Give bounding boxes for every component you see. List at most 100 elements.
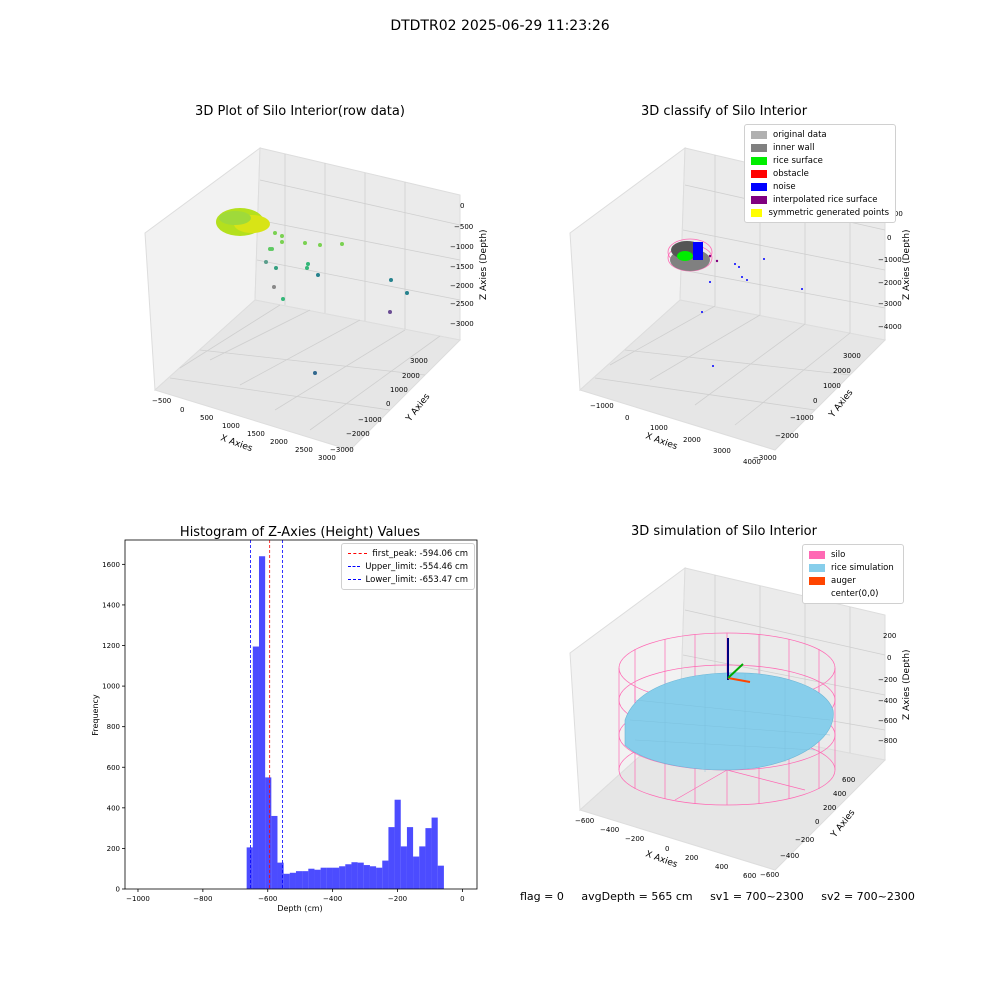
panel2-title: 3D classify of Silo Interior xyxy=(640,104,808,119)
svg-text:−2000: −2000 xyxy=(878,279,902,287)
svg-text:0: 0 xyxy=(887,234,891,242)
svg-text:2000: 2000 xyxy=(270,438,288,446)
svg-text:−3000: −3000 xyxy=(878,300,902,308)
histogram-bar xyxy=(382,860,389,889)
histogram-bar xyxy=(425,828,432,889)
panel4-legend-label: silo xyxy=(831,549,846,560)
panel4-legend-swatch xyxy=(809,576,825,585)
svg-text:−1000: −1000 xyxy=(590,402,614,410)
histogram-ytick-label: 400 xyxy=(107,804,120,812)
panel2-points xyxy=(667,238,803,367)
panel2-legend-swatch xyxy=(751,169,767,178)
histogram-bar xyxy=(413,856,420,889)
histogram-xtick-label: −1000 xyxy=(126,895,150,903)
panel1-3d-axes: 0 −500 −1000 −1500 −2000 −2500 −3000 −500 0 50… xyxy=(144,146,489,462)
panel2-legend-item: symmetric generated points xyxy=(751,206,889,219)
svg-text:−1000: −1000 xyxy=(358,416,382,424)
panel2-legend-label: interpolated rice surface xyxy=(773,194,878,205)
histogram-xtick-label: 0 xyxy=(460,895,464,903)
svg-text:500: 500 xyxy=(200,414,213,422)
panel2-legend-item: interpolated rice surface xyxy=(751,193,889,206)
panel2-3d-axes: 1000 0 −1000 −2000 −3000 −4000 −1000 0 1000 20… xyxy=(569,146,910,466)
panel4-legend-swatch xyxy=(809,563,825,572)
svg-text:−2000: −2000 xyxy=(450,282,474,290)
histogram-xtick-label: −600 xyxy=(258,895,277,903)
sv2-text: sv2 = 700~2300 xyxy=(821,890,915,903)
status-footer: flag = 0 avgDepth = 565 cm sv1 = 700~230… xyxy=(520,890,929,903)
histogram-bar xyxy=(369,866,377,889)
histogram-bar xyxy=(289,872,296,889)
histogram-bar xyxy=(376,867,383,889)
svg-text:3000: 3000 xyxy=(713,447,731,455)
panel2-legend-label: symmetric generated points xyxy=(768,207,889,218)
panel2-legend-label: inner wall xyxy=(773,142,815,153)
histogram-title: Histogram of Z-Axies (Height) Values xyxy=(180,525,420,540)
panel2-zlabel: Z Axies (Depth) xyxy=(902,229,910,300)
svg-text:−1000: −1000 xyxy=(790,414,814,422)
svg-text:400: 400 xyxy=(833,790,846,798)
svg-text:−400: −400 xyxy=(780,852,799,860)
panel1-zlabel: Z Axies (Depth) xyxy=(479,229,489,300)
svg-text:−600: −600 xyxy=(878,717,897,725)
histogram-bar xyxy=(295,871,303,889)
histogram-legend-label: Lower_limit: -653.47 cm xyxy=(365,574,468,585)
histogram-ytick-label: 200 xyxy=(107,845,120,853)
histogram-bar xyxy=(332,867,340,889)
panel2-legend-label: original data xyxy=(773,129,827,140)
histogram-bar xyxy=(252,646,259,889)
panel2-legend-label: obstacle xyxy=(773,168,809,179)
histogram-legend-label: Upper_limit: -554.46 cm xyxy=(365,561,468,572)
svg-text:−3000: −3000 xyxy=(330,446,354,454)
svg-text:0: 0 xyxy=(887,654,891,662)
svg-text:−2500: −2500 xyxy=(450,300,474,308)
histogram-bar xyxy=(277,862,284,889)
histogram-bar xyxy=(320,867,327,889)
histogram-bar xyxy=(394,799,401,889)
histogram-legend-item: Lower_limit: -653.47 cm xyxy=(348,573,468,586)
histogram-ytick-label: 800 xyxy=(107,723,120,731)
svg-text:200: 200 xyxy=(823,804,836,812)
panel4-title: 3D simulation of Silo Interior xyxy=(631,524,817,539)
panel2-legend-item: obstacle xyxy=(751,167,889,180)
panel2-legend: original data inner wall rice surface obsta… xyxy=(744,124,896,223)
histogram-legend-swatch xyxy=(348,553,368,554)
panel2-legend-swatch xyxy=(751,208,763,217)
histogram-bar xyxy=(339,866,346,889)
histogram-chart: Histogram of Z-Axies (Height) Values Dep… xyxy=(91,525,478,913)
panel4-legend-label: rice simulation xyxy=(831,562,894,573)
panel2-legend-label: rice surface xyxy=(773,155,823,166)
histogram-bar xyxy=(357,862,364,889)
svg-text:4000: 4000 xyxy=(743,458,761,466)
svg-text:−1500: −1500 xyxy=(450,263,474,271)
svg-text:0: 0 xyxy=(813,397,817,405)
histogram-xtick-label: −200 xyxy=(388,895,407,903)
panel4-legend-item: center(0,0) xyxy=(809,587,897,600)
svg-text:−2000: −2000 xyxy=(346,430,370,438)
panel2-legend-item: original data xyxy=(751,128,889,141)
svg-text:400: 400 xyxy=(715,863,728,871)
panel4-zlabel: Z Axies (Depth) xyxy=(902,649,910,720)
svg-text:1000: 1000 xyxy=(390,386,408,394)
panel4-legend-label: center(0,0) xyxy=(831,588,879,599)
histogram-legend-label: first_peak: -594.06 cm xyxy=(372,548,468,559)
histogram-bar xyxy=(265,777,272,889)
panel4-legend-swatch xyxy=(809,550,825,559)
histogram-bar xyxy=(302,871,309,889)
svg-text:−3000: −3000 xyxy=(450,320,474,328)
histogram-legend-item: Upper_limit: -554.46 cm xyxy=(348,560,468,573)
svg-text:1000: 1000 xyxy=(222,422,240,430)
flag-text: flag = 0 xyxy=(520,890,564,903)
svg-text:−400: −400 xyxy=(600,826,619,834)
svg-text:−200: −200 xyxy=(625,835,644,843)
panel1-ylabel: Y Axies xyxy=(404,392,433,425)
histogram-bar xyxy=(308,868,315,889)
histogram-bar xyxy=(437,865,444,889)
histogram-bar xyxy=(419,846,426,889)
histogram-bar xyxy=(388,827,395,889)
svg-text:−1000: −1000 xyxy=(450,243,474,251)
svg-text:−3000: −3000 xyxy=(753,454,777,462)
histogram-bar xyxy=(351,862,358,889)
histogram-bar xyxy=(431,817,438,889)
panel4-3d-axes: 200 0 −200 −400 −600 −800 −600 −400 −200 0 200 4… xyxy=(569,566,910,880)
svg-text:200: 200 xyxy=(685,854,698,862)
